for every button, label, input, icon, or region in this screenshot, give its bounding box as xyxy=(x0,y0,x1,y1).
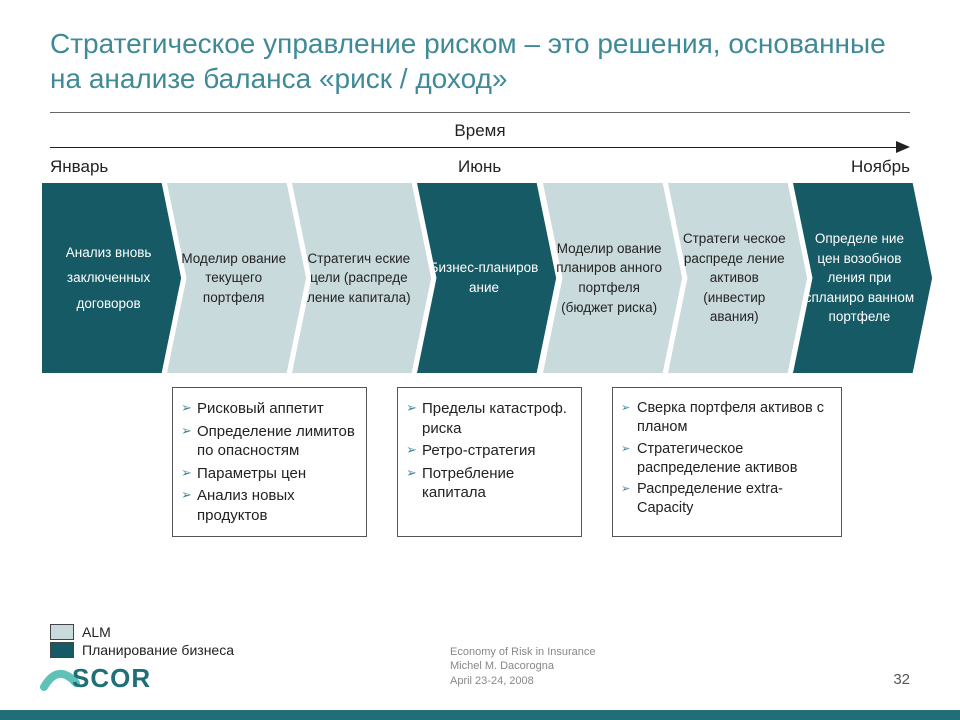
timeline: Время Январь Июнь Ноябрь xyxy=(50,121,910,177)
title-underline xyxy=(50,112,910,113)
legend-label: ALM xyxy=(82,624,111,640)
detail-item: Пределы катастроф. риска xyxy=(404,399,573,438)
detail-item: Распределение extra-Capacity xyxy=(619,480,833,518)
process-step: Стратеги ческое распреде ление активов (… xyxy=(668,183,807,373)
month-mid: Июнь xyxy=(458,157,501,177)
process-step: Моделир ование планиров анного портфеля … xyxy=(543,183,682,373)
legend-row: ALM xyxy=(50,624,234,640)
detail-box: Рисковый аппетит Определение лимитов по о… xyxy=(172,387,367,537)
arrow-right-icon xyxy=(896,141,910,153)
process-step: Моделир ование текущего портфеля xyxy=(167,183,306,373)
process-step: Определе ние цен возобнов ления при спла… xyxy=(793,183,932,373)
footer-source-line: Michel M. Dacorogna xyxy=(450,659,596,673)
process-step: Анализ вновь заключенных договоров xyxy=(42,183,181,373)
slide-title-block: Стратегическое управление риском – это р… xyxy=(0,0,960,104)
legend-label: Планирование бизнеса xyxy=(82,642,234,658)
detail-box: Пределы катастроф. риска Ретро-стратегия П… xyxy=(397,387,582,537)
legend-swatch xyxy=(50,642,74,658)
process-step: Бизнес-планиров ание xyxy=(417,183,556,373)
footer-source-line: April 23-24, 2008 xyxy=(450,674,596,688)
detail-item: Сверка портфеля активов с планом xyxy=(619,399,833,437)
process-step-label: Определе ние цен возобнов ления при спла… xyxy=(793,183,932,373)
detail-box: Сверка портфеля активов с планомСтратеги… xyxy=(612,387,842,537)
timeline-months: Январь Июнь Ноябрь xyxy=(50,157,910,177)
timeline-label: Время xyxy=(50,121,910,141)
month-end: Ноябрь xyxy=(851,157,910,177)
process-chevrons: Анализ вновь заключенных договоровМодели… xyxy=(42,183,918,373)
bottom-accent-bar xyxy=(0,710,960,720)
detail-item: Анализ новых продуктов xyxy=(179,486,358,525)
legend: ALM Планирование бизнеса xyxy=(50,622,234,658)
slide-title: Стратегическое управление риском – это р… xyxy=(50,26,910,96)
footer-source-line: Economy of Risk in Insurance xyxy=(450,645,596,659)
process-step: Стратегич еские цели (распреде ление кап… xyxy=(292,183,431,373)
svg-text:SCOR: SCOR xyxy=(72,663,151,693)
process-step-label: Анализ вновь заключенных договоров xyxy=(42,183,181,373)
process-step-label: Моделир ование текущего портфеля xyxy=(167,183,306,373)
footer-source: Economy of Risk in InsuranceMichel M. Da… xyxy=(450,645,596,688)
detail-item: Стратегическое распределение активов xyxy=(619,440,833,478)
process-step-label: Стратегич еские цели (распреде ление кап… xyxy=(292,183,431,373)
process-step-label: Моделир ование планиров анного портфеля … xyxy=(543,183,682,373)
detail-item: Рисковый аппетит xyxy=(179,399,358,419)
month-start: Январь xyxy=(50,157,108,177)
process-step-label: Бизнес-планиров ание xyxy=(417,183,556,373)
detail-item: Потребление капитала xyxy=(404,464,573,503)
detail-boxes: Рисковый аппетит Определение лимитов по о… xyxy=(50,387,910,537)
detail-item: Параметры цен xyxy=(179,464,358,484)
legend-swatch xyxy=(50,624,74,640)
scor-logo: SCOR xyxy=(40,657,170,702)
legend-row: Планирование бизнеса xyxy=(50,642,234,658)
detail-item: Определение лимитов по опасностям xyxy=(179,422,358,461)
page-number: 32 xyxy=(893,671,910,688)
detail-item: Ретро-стратегия xyxy=(404,441,573,461)
timeline-axis xyxy=(50,143,910,153)
process-step-label: Стратеги ческое распреде ление активов (… xyxy=(668,183,807,373)
